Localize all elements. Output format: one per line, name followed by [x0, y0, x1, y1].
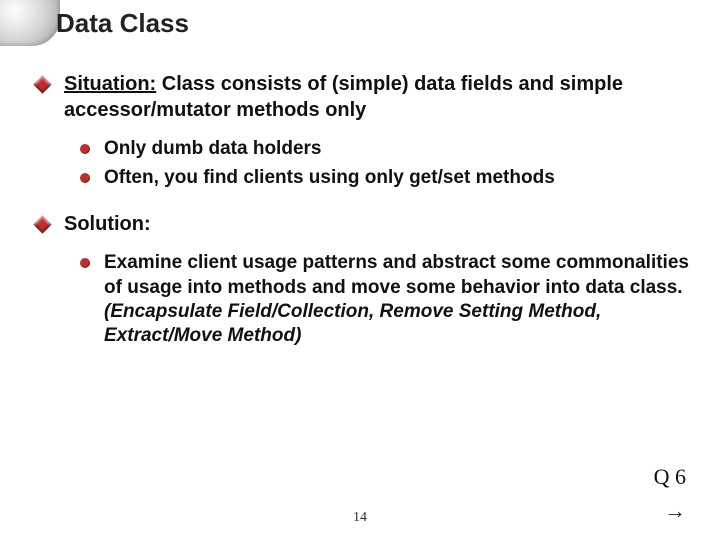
slide-title: Data Class — [56, 8, 189, 39]
disc-bullet-icon — [80, 258, 90, 268]
diamond-bullet-icon — [33, 75, 51, 93]
situation-sublist: Only dumb data holders Often, you find c… — [80, 137, 692, 190]
sub-text: Only dumb data holders — [104, 137, 692, 161]
diamond-bullet-icon — [33, 215, 51, 233]
disc-bullet-icon — [80, 144, 90, 154]
solution-text: Examine client usage patterns and abstra… — [104, 251, 692, 348]
corner-decoration — [0, 0, 60, 46]
solution-sublist: Examine client usage patterns and abstra… — [80, 251, 692, 348]
solution-item: Solution: — [36, 212, 692, 238]
solution-italic: (Encapsulate Field/Collection, Remove Se… — [104, 301, 601, 346]
disc-bullet-icon — [80, 173, 90, 183]
sub-text: Often, you find clients using only get/s… — [104, 166, 692, 190]
slide-content: Situation: Class consists of (simple) da… — [36, 72, 692, 371]
page-number: 14 — [353, 510, 367, 526]
situation-label: Situation: — [64, 73, 156, 95]
list-item: Often, you find clients using only get/s… — [80, 166, 692, 190]
list-item: Only dumb data holders — [80, 137, 692, 161]
situation-text: Situation: Class consists of (simple) da… — [64, 72, 692, 123]
solution-plain: Examine client usage patterns and abstra… — [104, 252, 689, 297]
situation-item: Situation: Class consists of (simple) da… — [36, 72, 692, 123]
arrow-icon: → — [664, 498, 686, 524]
question-marker: Q 6 — [654, 464, 686, 490]
list-item: Examine client usage patterns and abstra… — [80, 251, 692, 348]
solution-label: Solution: — [64, 212, 692, 238]
